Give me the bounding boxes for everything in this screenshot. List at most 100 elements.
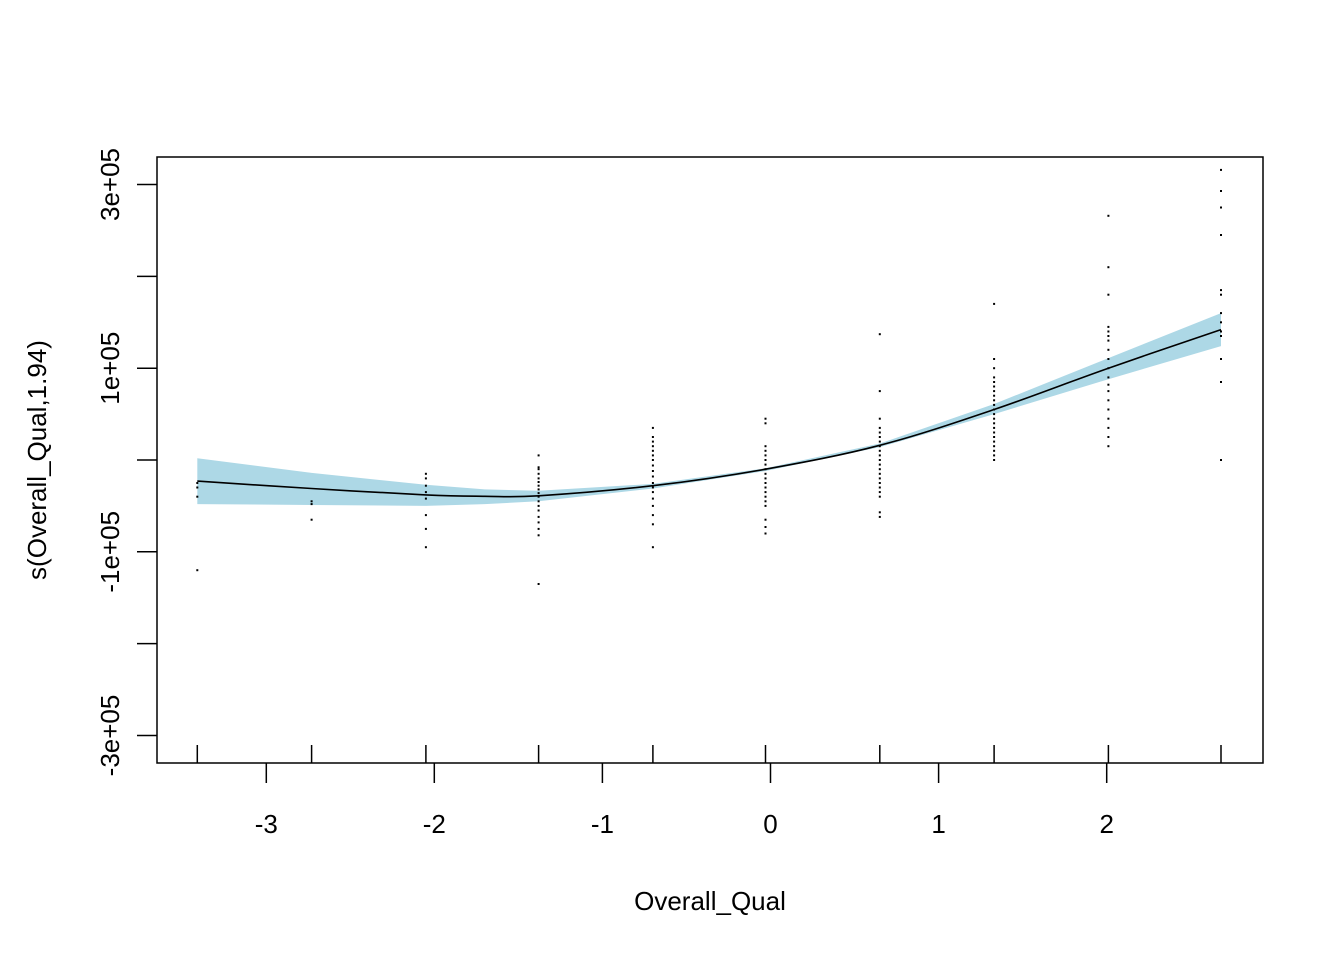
residual-point <box>878 491 881 494</box>
residual-point <box>878 333 881 336</box>
residual-point <box>651 497 654 500</box>
residual-point <box>878 445 881 448</box>
residual-point <box>424 546 427 549</box>
residual-point <box>537 468 540 471</box>
residual-point <box>993 449 996 452</box>
residual-point <box>878 390 881 393</box>
y-axis: -3e+05 -1e+05 1e+05 3e+05 <box>95 148 157 776</box>
residual-point <box>1220 330 1222 333</box>
residual-point <box>764 500 767 503</box>
residual-point <box>1107 339 1110 342</box>
residual-point <box>878 515 881 518</box>
smooth-curve-layer <box>197 328 1222 498</box>
residual-point <box>878 417 881 420</box>
residual-point <box>1107 399 1110 402</box>
residual-point <box>1107 376 1110 379</box>
residual-point <box>764 477 767 480</box>
residual-point <box>1107 325 1110 328</box>
residual-point <box>424 472 427 475</box>
residual-point <box>1220 206 1222 209</box>
confidence-band <box>197 313 1222 506</box>
x-tick-label: 2 <box>1099 809 1113 839</box>
residual-point <box>196 495 199 498</box>
residual-point <box>651 514 654 517</box>
y-tick-label: 3e+05 <box>95 148 125 221</box>
residual-point <box>878 463 881 466</box>
residual-point <box>1220 289 1222 292</box>
x-tick-label: 0 <box>763 809 777 839</box>
residual-point <box>764 422 767 425</box>
residual-point <box>764 454 767 457</box>
residual-point <box>651 426 654 429</box>
residual-point <box>1220 381 1222 383</box>
residual-point <box>993 381 996 383</box>
residual-point <box>993 358 996 360</box>
residual-point <box>651 486 654 489</box>
residual-point <box>424 514 427 517</box>
smooth-curve <box>197 328 1222 498</box>
residual-points-layer <box>196 168 1222 585</box>
x-tick-label: -3 <box>255 809 278 839</box>
residual-point <box>764 526 767 528</box>
residual-point <box>1220 459 1222 461</box>
residual-point <box>878 482 881 484</box>
residual-point <box>1107 390 1110 393</box>
residual-point <box>537 466 540 469</box>
residual-point <box>993 390 996 393</box>
residual-point <box>537 454 540 457</box>
residual-point <box>878 426 881 429</box>
residual-point <box>1107 383 1110 386</box>
residual-point <box>993 417 996 420</box>
x-axis: -3 -2 -1 0 1 2 <box>255 763 1114 839</box>
residual-point <box>878 436 881 438</box>
residual-point <box>651 470 654 472</box>
residual-point <box>537 521 540 524</box>
residual-point <box>651 464 654 467</box>
residual-point <box>196 482 199 484</box>
residual-point <box>651 440 654 443</box>
residual-point <box>537 495 540 498</box>
residual-point <box>993 440 996 443</box>
residual-point <box>424 497 427 500</box>
residual-point <box>993 413 996 416</box>
residual-point <box>537 477 540 480</box>
residual-point <box>878 454 881 457</box>
residual-point <box>424 484 427 487</box>
residual-point <box>1220 168 1222 171</box>
residual-point <box>993 394 996 397</box>
residual-point <box>878 477 881 480</box>
residual-point <box>993 302 996 305</box>
residual-point <box>1107 408 1110 411</box>
residual-point <box>1107 445 1110 448</box>
residual-point <box>537 488 540 491</box>
residual-point <box>1220 358 1222 360</box>
residual-point <box>878 431 881 434</box>
residual-point <box>537 492 540 495</box>
y-tick-label: -3e+05 <box>95 695 125 777</box>
residual-point <box>1107 358 1110 360</box>
residual-point <box>537 534 540 537</box>
residual-point <box>1220 234 1222 236</box>
residual-point <box>993 436 996 438</box>
residual-point <box>764 532 767 535</box>
rug-layer <box>196 745 1222 763</box>
y-tick-label: -1e+05 <box>95 511 125 593</box>
residual-point <box>1220 293 1222 296</box>
residual-point <box>1107 417 1110 420</box>
residual-point <box>537 484 540 487</box>
residual-point <box>651 546 654 549</box>
residual-point <box>537 509 540 512</box>
residual-point <box>424 477 427 480</box>
residual-point <box>1220 190 1222 192</box>
residual-point <box>878 495 881 498</box>
residual-point <box>993 399 996 402</box>
residual-point <box>537 527 540 530</box>
residual-point <box>878 440 881 443</box>
residual-point <box>993 426 996 429</box>
residual-point <box>1107 214 1110 217</box>
x-tick-label: -1 <box>591 809 614 839</box>
residual-point <box>878 486 881 489</box>
residual-point <box>1107 266 1110 269</box>
residual-point <box>310 503 313 506</box>
residual-point <box>764 472 767 475</box>
